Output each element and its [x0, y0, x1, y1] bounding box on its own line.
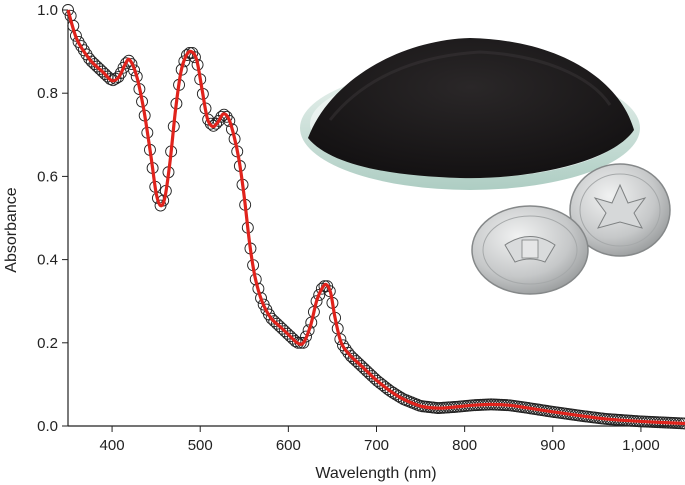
data-point-marker — [289, 335, 302, 348]
data-point-marker — [72, 35, 85, 48]
y-tick-label: 0.4 — [37, 252, 58, 269]
data-point-marker — [300, 330, 312, 343]
x-tick-label: 400 — [100, 437, 125, 454]
inset-photo-powder-and-coins — [300, 38, 671, 295]
data-point-marker — [255, 292, 267, 305]
data-point-marker — [77, 44, 90, 57]
y-tick-label: 0.2 — [37, 335, 58, 352]
coin-maple-leaf — [569, 163, 671, 257]
black-powder-heap — [308, 38, 634, 179]
x-tick-label: 800 — [452, 437, 477, 454]
data-point-marker — [69, 29, 82, 42]
fitted-absorbance-line — [66, 9, 685, 426]
data-point-marker — [313, 289, 326, 301]
data-point-marker — [223, 114, 236, 127]
y-axis-title: Absorbance — [3, 187, 20, 272]
x-axis-ticks: 400 500 600 700 800 900 1,000 — [100, 426, 660, 454]
y-axis-ticks: 0.0 0.2 0.4 0.6 0.8 1.0 — [37, 2, 68, 435]
data-point-marker — [112, 71, 125, 84]
y-tick-label: 0.6 — [37, 168, 58, 185]
data-point-marker — [181, 49, 193, 62]
data-point-marker — [114, 67, 127, 79]
y-tick-label: 1.0 — [37, 2, 58, 19]
x-tick-label: 1,000 — [622, 437, 660, 454]
x-tick-label: 500 — [188, 437, 213, 454]
data-point-marker — [315, 282, 328, 295]
x-tick-label: 900 — [540, 437, 565, 454]
x-axis-title: Wavelength (nm) — [315, 465, 436, 482]
data-point-marker — [323, 285, 336, 298]
x-tick-label: 600 — [276, 437, 301, 454]
y-tick-label: 0.0 — [37, 418, 58, 435]
x-tick-label: 700 — [364, 437, 389, 454]
data-point-marker — [122, 54, 135, 67]
data-point-marker — [75, 40, 88, 53]
coin-silver-eagle — [471, 205, 589, 295]
data-point-marker — [188, 51, 201, 64]
data-point-marker — [395, 391, 408, 404]
y-tick-label: 0.8 — [37, 85, 58, 102]
